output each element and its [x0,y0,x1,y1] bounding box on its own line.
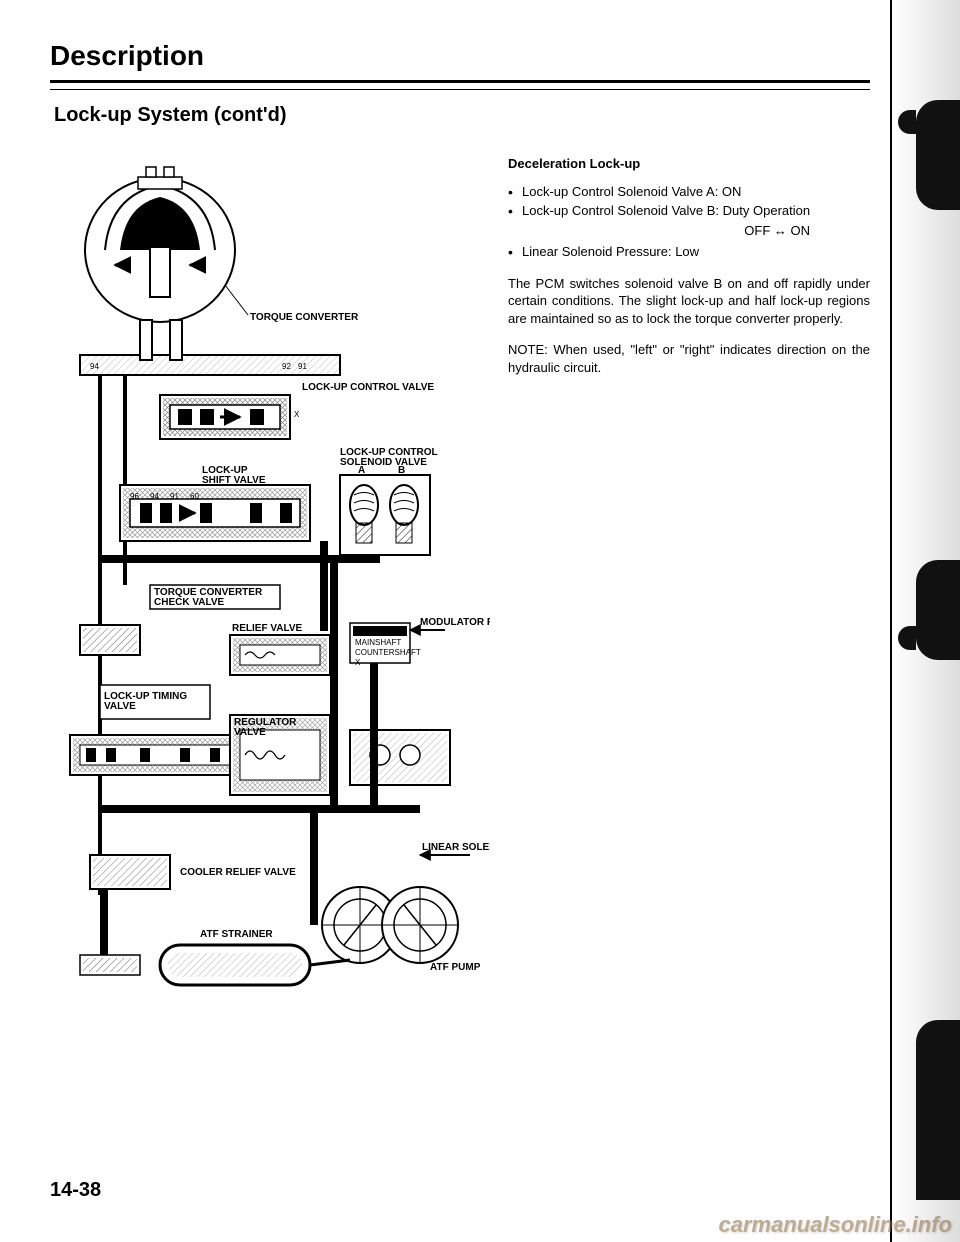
relief-valve-icon [230,635,330,675]
svg-text:91: 91 [170,492,179,501]
label-lockup-shift-valve: LOCK-UPSHIFT VALVE [202,465,266,486]
note-paragraph: NOTE: When used, "left" or "right" indic… [508,341,870,376]
page-title: Description [50,40,870,83]
label-cooler-relief-valve: COOLER RELIEF VALVE [180,867,296,878]
label-linear-solenoid-pressure: LINEAR SOLENOID PRESSURE [422,842,490,853]
text-column: Deceleration Lock-up Lock-up Control Sol… [508,155,870,1035]
label-solenoid-b: B [398,465,405,476]
binder-tab [916,560,960,660]
torque-converter-icon [85,167,235,322]
bullet-list: Linear Solenoid Pressure: Low [508,243,870,261]
list-item: Linear Solenoid Pressure: Low [508,243,870,261]
svg-text:MAINSHAFT: MAINSHAFT [355,638,401,647]
svg-text:94: 94 [90,362,99,371]
label-relief-valve: RELIEF VALVE [232,623,303,634]
watermark: carmanualsonline.info [711,1208,960,1242]
section-heading: Deceleration Lock-up [508,155,870,173]
label-lockup-control-solenoid-valve: LOCK-UP CONTROLSOLENOID VALVE [340,447,438,468]
svg-text:COUNTERSHAFT: COUNTERSHAFT [355,648,421,657]
content-area: Description Lock-up System (cont'd) [50,40,870,1035]
bullet-continuation: OFF ↔ ON [508,222,870,240]
label-atf-strainer: ATF STRAINER [200,929,273,940]
rule [50,89,870,90]
svg-text:X: X [294,410,300,419]
label-lockup-control-valve: LOCK-UP CONTROL VALVE [302,382,434,393]
lockup-shift-valve-icon [120,485,310,541]
label-solenoid-a: A [358,465,365,476]
atf-pump-icon [322,887,458,963]
bullet-list: Lock-up Control Solenoid Valve A: ON Loc… [508,183,870,220]
list-item: Lock-up Control Solenoid Valve A: ON [508,183,870,201]
lockup-control-solenoid-valve-icon [340,475,430,555]
diagram-column: TORQUE CONVERTER [50,155,490,1035]
cooler-relief-valve-icon [90,855,170,889]
svg-text:60: 60 [190,492,199,501]
hydraulic-diagram: TORQUE CONVERTER [50,155,490,1035]
label-modulator-pressure: MODULATOR PRESSURE [420,617,490,628]
atf-strainer-icon [160,945,310,985]
svg-text:91: 91 [298,362,307,371]
svg-text:94: 94 [150,492,159,501]
list-item: Lock-up Control Solenoid Valve B: Duty O… [508,202,870,220]
binder-edge [890,0,960,1242]
page-subtitle: Lock-up System (cont'd) [54,104,870,127]
binder-tab [916,1020,960,1200]
svg-text:92: 92 [282,362,291,371]
page-number: 14-38 [50,1179,101,1202]
aux-valve-block-icon [350,730,450,785]
binder-tab [916,100,960,210]
spool-row-icon [70,735,240,775]
lockup-control-valve-icon [160,395,290,439]
svg-text:96: 96 [130,492,139,501]
svg-text:X: X [355,658,361,667]
two-column-layout: TORQUE CONVERTER [50,155,870,1035]
label-atf-pump: ATF PUMP [430,962,481,973]
label-torque-converter: TORQUE CONVERTER [250,312,359,323]
page: Description Lock-up System (cont'd) [0,0,960,1242]
paragraph: The PCM switches solenoid valve B on and… [508,275,870,328]
